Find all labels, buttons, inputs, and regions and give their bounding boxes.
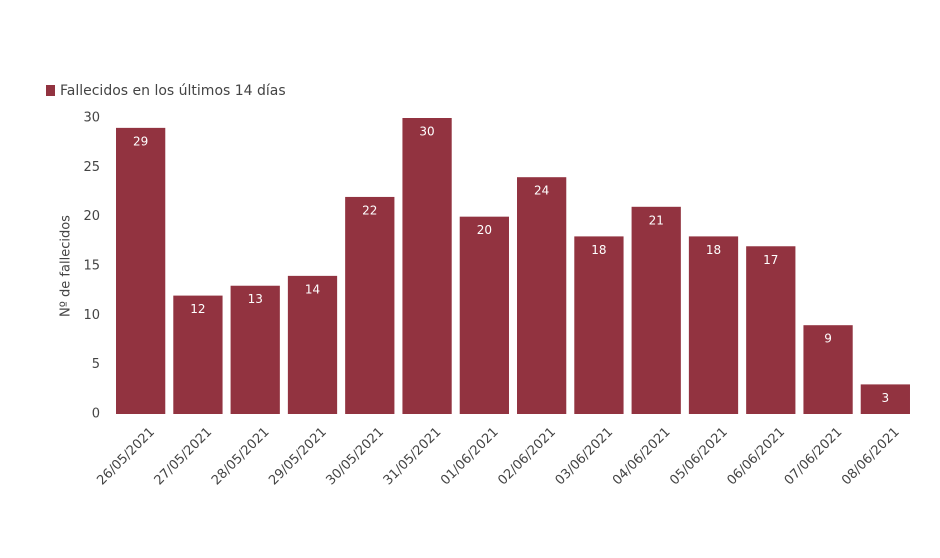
- x-tick-label: 05/06/2021: [667, 425, 731, 489]
- bar: [230, 285, 280, 414]
- bar: [402, 118, 452, 414]
- y-tick-label: 20: [83, 209, 100, 224]
- bar: [345, 196, 395, 414]
- y-tick-label: 5: [92, 357, 100, 372]
- value-label: 12: [190, 302, 205, 316]
- value-label: 13: [248, 292, 263, 306]
- y-tick-label: 0: [92, 407, 100, 422]
- x-tick-label: 02/06/2021: [495, 425, 559, 489]
- bar: [688, 236, 739, 414]
- bar: [116, 127, 166, 414]
- legend-swatch: [46, 85, 55, 96]
- value-label: 21: [649, 213, 664, 227]
- x-tick-label: 01/06/2021: [438, 425, 502, 489]
- x-tick-label: 29/05/2021: [266, 425, 330, 489]
- value-label: 29: [133, 134, 148, 148]
- x-tick-label: 30/05/2021: [323, 425, 387, 489]
- y-axis-title: Nº de fallecidos: [59, 215, 74, 317]
- x-tick-label: 06/06/2021: [724, 425, 788, 489]
- bar: [459, 216, 509, 414]
- x-tick-label: 07/06/2021: [782, 425, 846, 489]
- y-tick-label: 30: [83, 111, 100, 126]
- x-tick-label: 31/05/2021: [381, 425, 445, 489]
- bar: [631, 206, 681, 414]
- y-tick-label: 25: [83, 160, 100, 175]
- value-label: 14: [305, 282, 320, 296]
- value-label: 24: [534, 184, 549, 198]
- bar: [517, 177, 567, 414]
- bar: [803, 325, 853, 414]
- value-label: 18: [706, 243, 721, 257]
- x-tick-label: 08/06/2021: [839, 425, 903, 489]
- x-tick-label: 26/05/2021: [94, 425, 158, 489]
- bar: [746, 246, 796, 414]
- value-label: 30: [419, 125, 434, 139]
- x-tick-label: 04/06/2021: [610, 425, 674, 489]
- bar: [574, 236, 624, 414]
- bar: [287, 275, 338, 414]
- bar: [860, 384, 910, 414]
- value-label: 9: [824, 332, 832, 346]
- legend-label: Fallecidos en los últimos 14 días: [60, 83, 286, 99]
- x-tick-label: 28/05/2021: [209, 425, 273, 489]
- value-label: 17: [763, 253, 778, 267]
- y-tick-label: 10: [83, 308, 100, 323]
- value-label: 20: [477, 223, 492, 237]
- value-label: 3: [882, 391, 890, 405]
- value-label: 18: [591, 243, 606, 257]
- x-tick-label: 27/05/2021: [152, 425, 216, 489]
- y-tick-label: 15: [83, 259, 100, 274]
- bar: [173, 295, 223, 414]
- x-tick-label: 03/06/2021: [553, 425, 617, 489]
- value-label: 22: [362, 203, 377, 217]
